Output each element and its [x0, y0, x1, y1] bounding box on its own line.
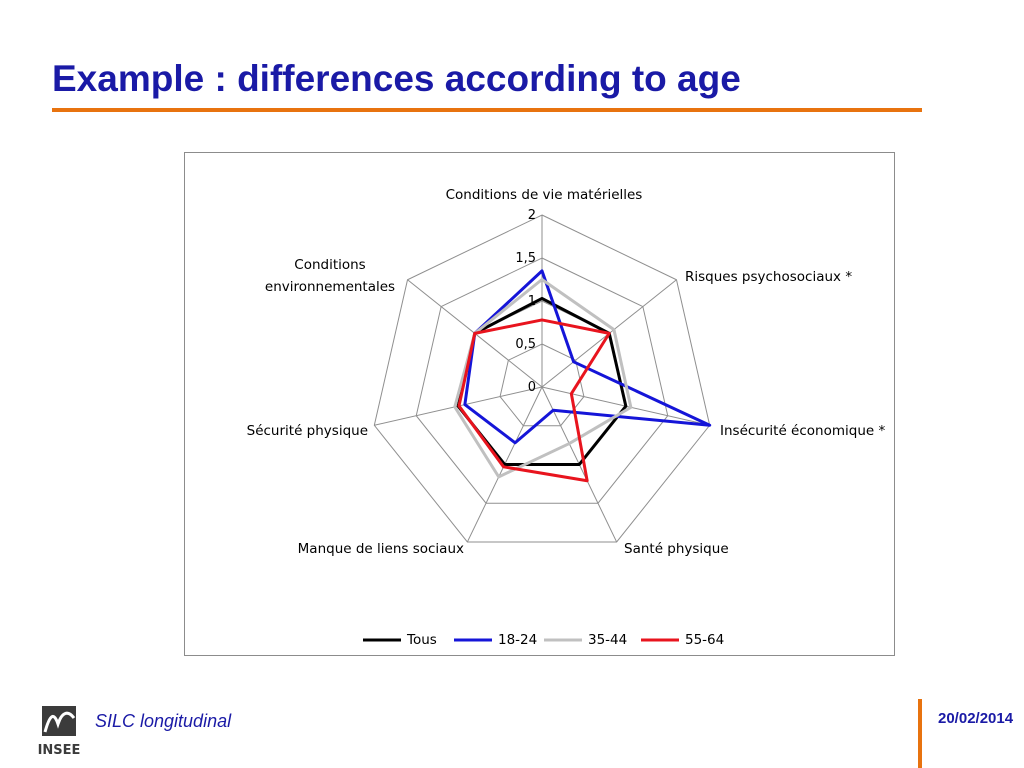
- axis-label: Conditions environnementales: [265, 257, 395, 295]
- chart-legend: Tous 18-24 35-44 55-64: [363, 632, 724, 648]
- axis-label: Risques psychosociaux *: [685, 269, 852, 285]
- tick-label: 2: [528, 208, 536, 223]
- radar-grid: [373, 214, 711, 543]
- footer-title: SILC longitudinal: [95, 711, 232, 731]
- legend-label: 18-24: [498, 632, 537, 648]
- grid-ring: [373, 214, 711, 543]
- tick-label: 1,5: [515, 251, 536, 266]
- radar-tick-labels: 0 0,5 1 1,5 2: [515, 208, 536, 395]
- legend-label: Tous: [406, 632, 437, 648]
- tick-label: 0,5: [515, 337, 536, 352]
- title-underline: [52, 108, 922, 112]
- grid-ring: [499, 343, 585, 427]
- axis-label: Conditions de vie matérielles: [446, 187, 643, 203]
- footer-divider: [918, 699, 922, 768]
- radar-axis-labels: Conditions de vie matérielles Risques psy…: [247, 187, 886, 557]
- radar-chart: 0 0,5 1 1,5 2 Conditions de vie matérielles R…: [247, 187, 886, 648]
- axis-label: Santé physique: [624, 541, 729, 557]
- grid-ring: [415, 257, 669, 504]
- insee-logo: INSEE: [38, 706, 81, 758]
- series-line-55-64: [457, 318, 611, 483]
- slide-title: Example : differences according to age: [52, 58, 741, 99]
- legend-label: 35-44: [588, 632, 627, 648]
- tick-label: 1: [528, 294, 536, 309]
- axis-label: Insécurité économique *: [720, 423, 885, 439]
- series-line-35-44: [453, 278, 633, 479]
- axis-label: Manque de liens sociaux: [298, 541, 464, 557]
- axis-label: Sécurité physique: [247, 423, 368, 439]
- logo-text: INSEE: [38, 743, 81, 758]
- radar-chart-frame: 0 0,5 1 1,5 2 Conditions de vie matérielles R…: [184, 152, 895, 656]
- tick-label: 0: [528, 380, 536, 395]
- footer-date: 20/02/2014: [938, 710, 1014, 727]
- radar-series: [453, 269, 712, 483]
- legend-label: 55-64: [685, 632, 724, 648]
